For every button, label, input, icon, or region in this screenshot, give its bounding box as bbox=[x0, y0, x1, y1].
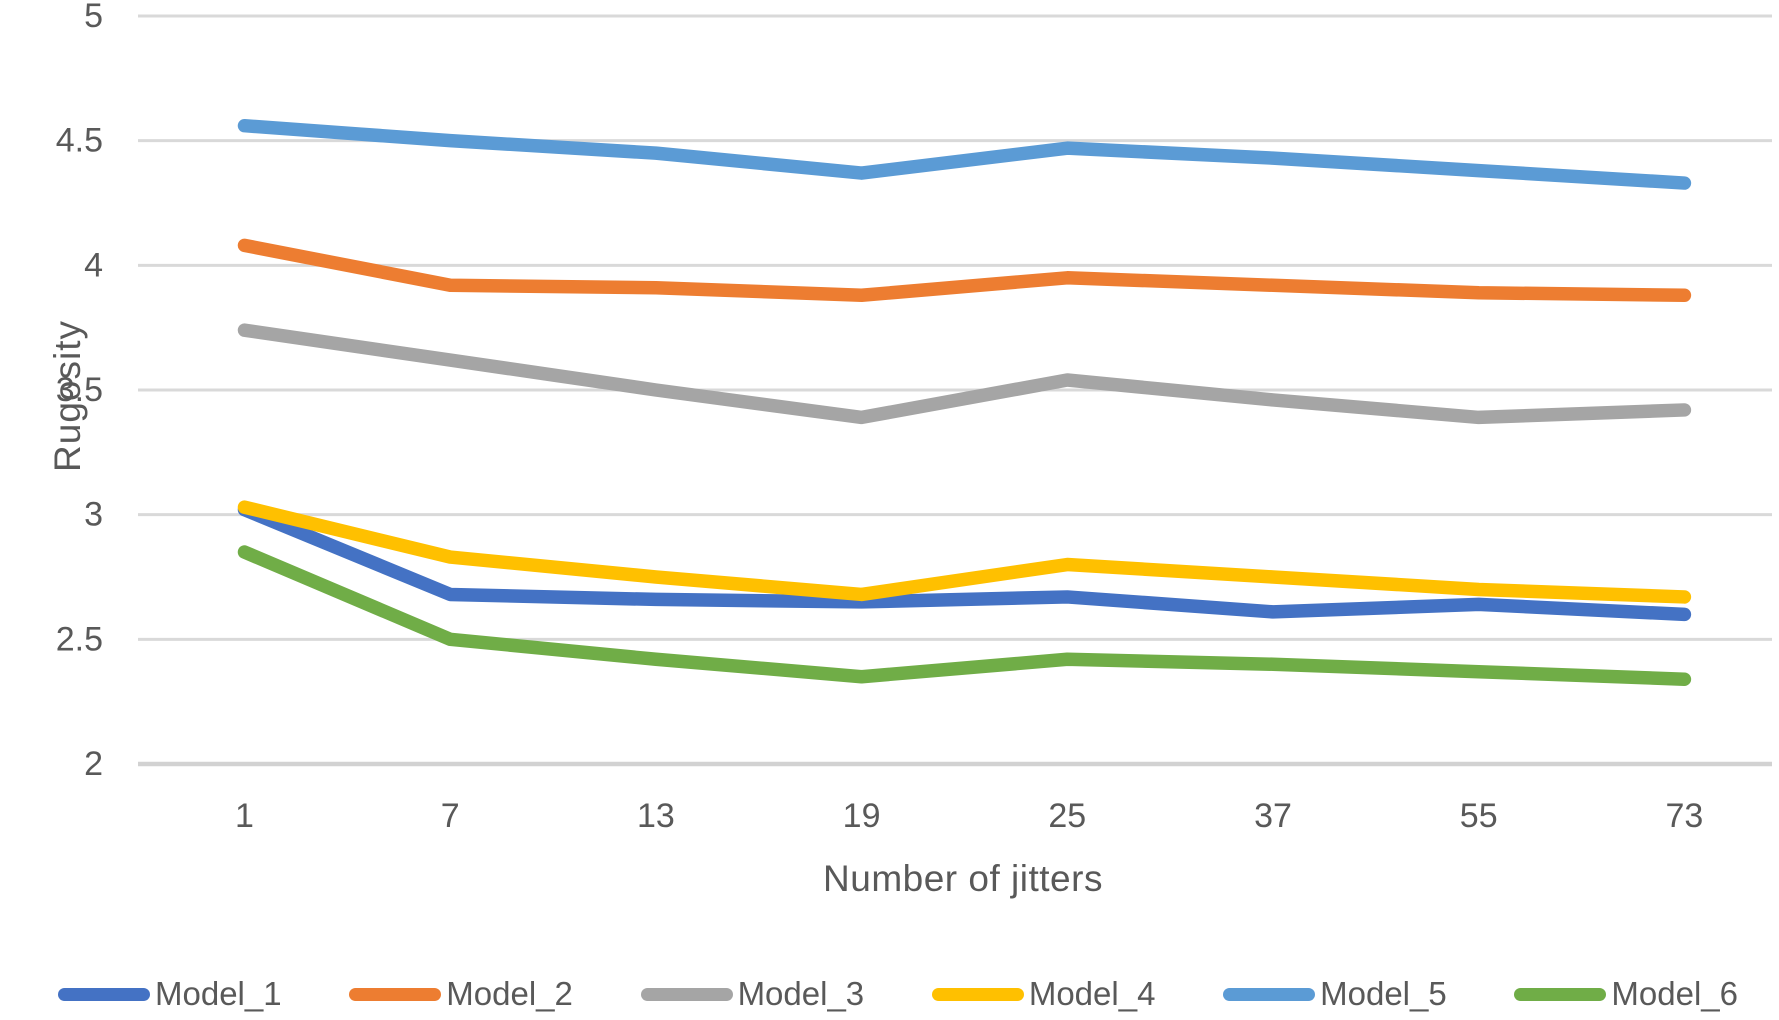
legend-item-model_5: Model_5 bbox=[1223, 975, 1447, 1013]
series-line-model_2 bbox=[237, 238, 1692, 302]
legend-swatch-icon bbox=[1223, 987, 1316, 1001]
y-tick-label: 2.5 bbox=[56, 620, 103, 658]
x-tick-label: 25 bbox=[1048, 797, 1086, 835]
legend-swatch-icon bbox=[58, 987, 150, 1001]
legend-item-model_2: Model_2 bbox=[349, 975, 573, 1013]
legend-swatch-icon bbox=[931, 987, 1024, 1001]
series-line-model_3 bbox=[237, 323, 1692, 425]
x-tick-label: 37 bbox=[1254, 797, 1292, 835]
legend-item-model_4: Model_4 bbox=[931, 975, 1156, 1013]
legend-swatch-icon bbox=[1514, 987, 1607, 1001]
x-tick-label: 13 bbox=[637, 797, 675, 835]
legend-label: Model_6 bbox=[1611, 975, 1738, 1012]
x-tick-label: 73 bbox=[1665, 797, 1703, 835]
legend-label: Model_2 bbox=[446, 975, 573, 1012]
y-tick-label: 4 bbox=[84, 246, 103, 284]
legend-label: Model_4 bbox=[1028, 975, 1156, 1012]
series-line-model_1 bbox=[237, 502, 1692, 622]
legend-swatch-icon bbox=[349, 987, 442, 1001]
legend-item-model_1: Model_1 bbox=[58, 975, 282, 1013]
x-tick-label: 7 bbox=[441, 797, 460, 835]
x-axis-title: Number of jitters bbox=[823, 858, 1103, 899]
legend-item-model_3: Model_3 bbox=[640, 975, 865, 1013]
x-tick-label: 1 bbox=[235, 797, 254, 835]
y-tick-label: 3.5 bbox=[56, 371, 103, 409]
series-line-model_4 bbox=[237, 500, 1692, 604]
y-tick-label: 4.5 bbox=[56, 122, 103, 160]
legend-label: Model_3 bbox=[737, 975, 865, 1012]
y-tick-label: 2 bbox=[84, 745, 103, 783]
series-line-model_6 bbox=[237, 545, 1692, 686]
series-line-model_5 bbox=[237, 118, 1692, 190]
legend-item-model_6: Model_6 bbox=[1514, 975, 1738, 1013]
legend-label: Model_1 bbox=[155, 975, 282, 1012]
x-tick-label: 19 bbox=[843, 797, 881, 835]
chart-legend: Model_1 Model_2 Model_3 Model_4 Model_5 Model… bbox=[58, 975, 1738, 1013]
y-axis-title: Rugosity bbox=[47, 320, 88, 472]
legend-swatch-icon bbox=[640, 987, 733, 1001]
x-tick-label: 55 bbox=[1460, 797, 1498, 835]
y-tick-label: 5 bbox=[84, 0, 103, 35]
legend-label: Model_5 bbox=[1320, 975, 1447, 1012]
y-tick-label: 3 bbox=[84, 496, 103, 534]
